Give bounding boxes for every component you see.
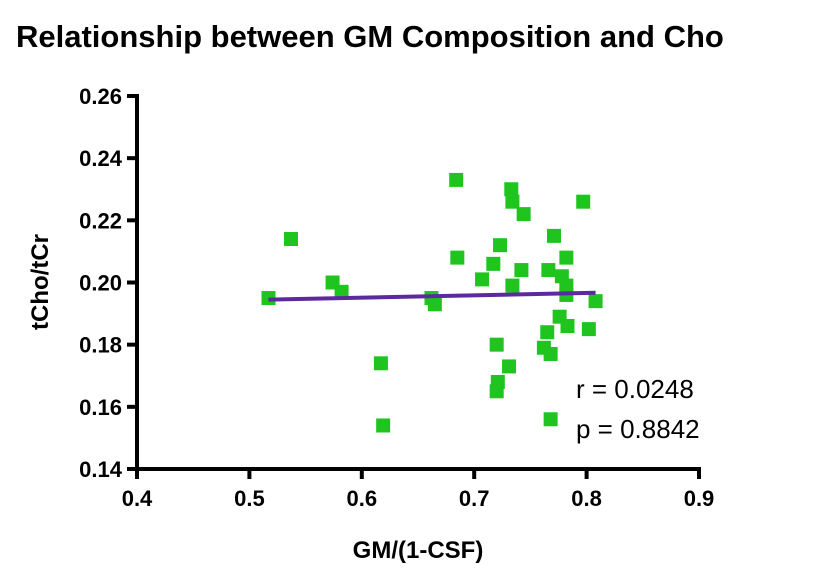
y-axis-title: tCho/tCr <box>27 234 54 330</box>
data-point <box>505 194 520 209</box>
data-point <box>427 297 442 312</box>
y-tick-label: 0.22 <box>79 208 122 233</box>
data-point <box>486 256 501 271</box>
data-point <box>540 325 555 340</box>
y-tick-label: 0.16 <box>79 395 122 420</box>
x-tick-label: 0.5 <box>234 486 265 511</box>
x-axis: 0.4 0.5 0.6 0.7 0.8 0.9 <box>122 467 715 511</box>
data-point <box>581 322 596 337</box>
data-point <box>373 356 388 371</box>
x-tick-label: 0.9 <box>684 486 715 511</box>
data-point <box>516 207 531 222</box>
x-tick-label: 0.7 <box>459 486 490 511</box>
data-point <box>376 418 391 433</box>
data-point <box>559 278 574 293</box>
data-point <box>475 272 490 287</box>
y-axis: 0.14 0.16 0.18 0.20 0.22 0.24 0.26 <box>79 84 139 482</box>
data-point <box>559 250 574 265</box>
data-points <box>261 172 603 433</box>
data-point <box>514 263 529 278</box>
y-tick-label: 0.18 <box>79 333 122 358</box>
chart-title: Relationship between GM Composition and … <box>16 19 724 54</box>
data-point <box>560 319 575 334</box>
data-point <box>493 238 508 253</box>
data-point <box>541 263 556 278</box>
x-axis-title: GM/(1-CSF) <box>353 537 484 564</box>
data-point <box>576 194 591 209</box>
data-point <box>543 412 558 427</box>
x-tick-label: 0.4 <box>122 486 153 511</box>
data-point <box>502 359 517 374</box>
data-point <box>588 294 603 309</box>
data-point <box>505 278 520 293</box>
y-tick-label: 0.26 <box>79 84 122 109</box>
data-point <box>334 284 349 299</box>
r-value-label: r = 0.0248 <box>576 374 694 404</box>
data-point <box>543 346 558 361</box>
p-value-label: p = 0.8842 <box>576 414 700 444</box>
data-point <box>450 250 465 265</box>
x-tick-label: 0.8 <box>571 486 602 511</box>
data-point <box>504 182 519 197</box>
data-point <box>489 337 504 352</box>
y-tick-label: 0.24 <box>79 146 123 171</box>
data-point <box>547 228 562 243</box>
x-tick-label: 0.6 <box>347 486 378 511</box>
y-tick-label: 0.14 <box>79 457 123 482</box>
data-point <box>490 374 505 389</box>
y-tick-label: 0.20 <box>79 271 122 296</box>
data-point <box>283 231 298 246</box>
regression-line <box>268 290 596 302</box>
data-point <box>449 172 464 187</box>
